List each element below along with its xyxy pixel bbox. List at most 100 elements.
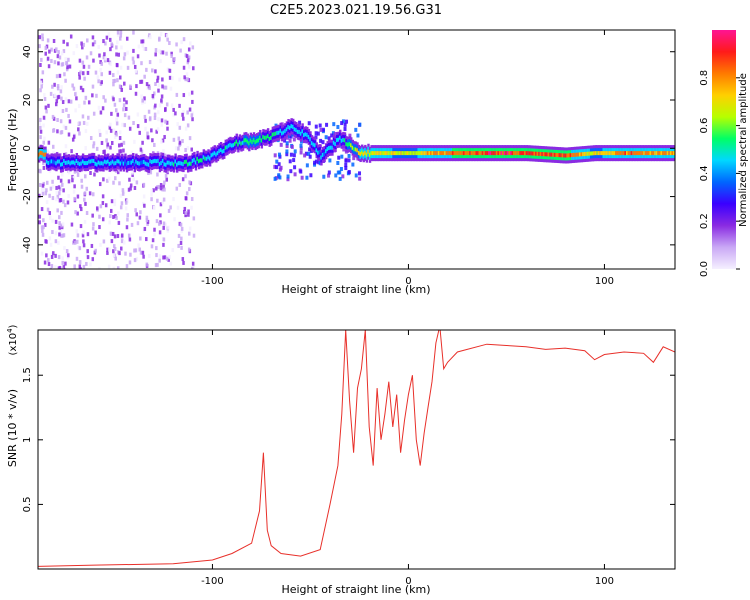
noise-speckle (119, 149, 123, 154)
noise-speckle (160, 122, 163, 127)
noise-speckle (147, 109, 151, 114)
noise-speckle (129, 183, 133, 188)
noise-speckle (60, 85, 63, 90)
ridge-core (185, 159, 188, 164)
noise-speckle (42, 218, 45, 223)
noise-speckle (60, 62, 64, 67)
ridge-core (259, 135, 262, 140)
noise-speckle (103, 149, 106, 154)
y-tick-label: 0 (22, 145, 33, 151)
noise-speckle (324, 135, 328, 140)
noise-speckle (52, 150, 55, 155)
noise-speckle (82, 120, 86, 125)
noise-speckle (94, 70, 98, 75)
noise-speckle (156, 127, 160, 132)
x-tick-label: -100 (201, 276, 224, 287)
noise-speckle (75, 96, 78, 101)
noise-speckle (158, 230, 162, 235)
noise-speckle (67, 170, 71, 175)
ridge-core (237, 142, 240, 147)
noise-speckle (160, 139, 163, 144)
ridge-core (502, 151, 505, 156)
noise-speckle (299, 143, 303, 148)
ridge-core (397, 151, 400, 156)
ridge-core (669, 151, 673, 156)
ridge-core (594, 151, 598, 156)
ridge-core (506, 151, 510, 156)
noise-speckle (343, 127, 347, 132)
snr-panel: -100 0 100 0.5 1 1.5 Height of straight line… (6, 324, 676, 596)
ridge-core (646, 151, 649, 156)
noise-speckle (59, 178, 63, 183)
ridge-core (393, 151, 397, 156)
ridge-core (335, 138, 339, 143)
ridge-core (169, 161, 173, 166)
noise-speckle (94, 230, 97, 235)
snr-x-ticks: -100 0 100 (201, 330, 614, 587)
noise-speckle (128, 260, 132, 265)
noise-speckle (42, 225, 45, 230)
noise-speckle (58, 55, 62, 60)
ridge-core (329, 145, 333, 150)
ridge-core (321, 152, 325, 157)
noise-speckle (105, 35, 109, 40)
noise-speckle (159, 202, 163, 207)
ridge-core (627, 151, 630, 156)
ridge-core (80, 161, 83, 166)
noise-speckle (277, 152, 281, 157)
ridge-core (508, 151, 511, 156)
ridge-core (379, 151, 383, 156)
noise-speckle (153, 112, 157, 117)
noise-speckle (191, 45, 195, 50)
noise-speckle (290, 144, 294, 149)
noise-speckle (116, 40, 119, 45)
ridge-core (649, 151, 652, 156)
ridge-core (414, 151, 417, 156)
noise-speckle (153, 142, 156, 147)
noise-speckle (83, 76, 86, 81)
noise-speckle (165, 33, 169, 38)
noise-speckle (139, 236, 142, 241)
noise-speckle (55, 185, 58, 190)
noise-speckle (165, 177, 169, 182)
ridge-core (538, 151, 541, 156)
ridge-core (229, 142, 232, 147)
noise-speckle (82, 64, 86, 69)
noise-speckle (154, 82, 157, 87)
noise-speckle (167, 257, 170, 262)
noise-speckle (134, 91, 138, 96)
noise-speckle (43, 96, 47, 101)
noise-speckle (188, 226, 192, 231)
noise-speckle (321, 140, 325, 145)
noise-speckle (62, 49, 66, 54)
noise-speckle (144, 126, 147, 131)
ridge-core (86, 160, 90, 165)
noise-speckle (143, 203, 146, 208)
ridge-core (577, 152, 580, 157)
noise-speckle (140, 79, 144, 84)
noise-speckle (53, 60, 57, 65)
ridge-core (630, 151, 634, 156)
noise-speckle (57, 185, 61, 190)
ridge-core (72, 160, 75, 165)
ridge-core (615, 151, 618, 156)
ridge-core (406, 151, 409, 156)
noise-speckle (115, 52, 118, 57)
ridge-core (442, 151, 445, 156)
noise-speckle (128, 237, 132, 242)
noise-speckle (52, 251, 55, 256)
noise-speckle (148, 60, 152, 65)
noise-speckle (44, 191, 48, 196)
noise-speckle (188, 64, 191, 69)
noise-speckle (102, 39, 105, 44)
spectral-blobs (38, 30, 675, 269)
noise-speckle (123, 81, 126, 86)
noise-speckle (61, 256, 64, 261)
ridge-core (378, 151, 381, 156)
ridge-core (624, 151, 627, 156)
ridge-core (230, 143, 234, 148)
ridge-core (488, 151, 491, 156)
noise-speckle (309, 173, 313, 178)
noise-speckle (56, 129, 59, 134)
ridge-core (223, 148, 226, 153)
